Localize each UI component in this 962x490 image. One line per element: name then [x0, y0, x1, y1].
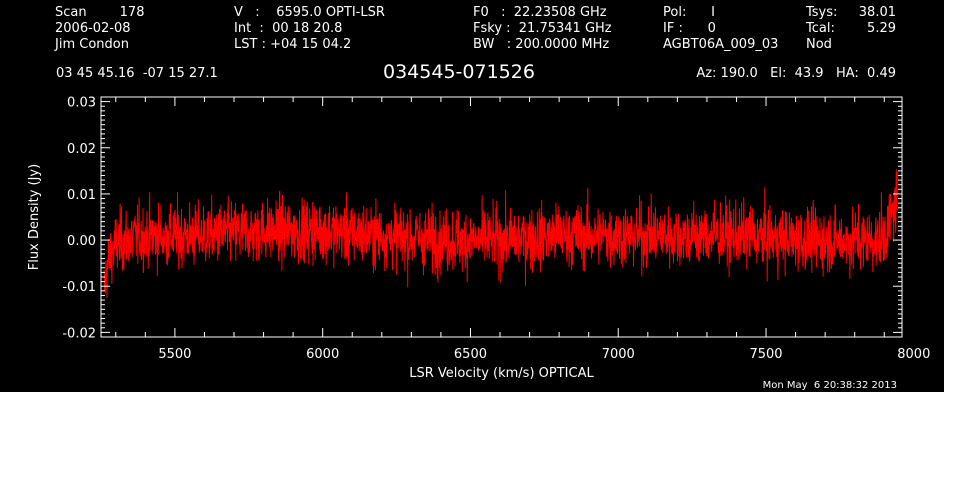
y-axis-label: Flux Density (Jy) [27, 164, 42, 270]
header-col3-line-2: BW : 200.0000 MHz [473, 37, 610, 52]
y-tick-label: 0.03 [67, 96, 96, 111]
header-col5a-line-2: Nod [806, 37, 832, 52]
header-col4-line-0: Pol: I [663, 5, 715, 20]
x-tick-label: 7500 [749, 347, 782, 362]
x-tick-label: 6500 [454, 347, 487, 362]
y-tick-label: 0.02 [67, 142, 96, 157]
header-col3-line-1: Fsky : 21.75341 GHz [473, 21, 612, 36]
header-col4-line-2: AGBT06A_009_03 [663, 37, 779, 52]
header-col1-line-0: Scan 178 [55, 5, 145, 20]
y-tick-label: -0.01 [62, 280, 96, 295]
header-col5b-line-1: 5.29 [867, 21, 896, 36]
x-axis-label: LSR Velocity (km/s) OPTICAL [409, 366, 594, 381]
source-coordinates: 03 45 45.16 -07 15 27.1 [56, 66, 218, 81]
pointing-info: Az: 190.0 El: 43.9 HA: 0.49 [696, 66, 896, 81]
source-name: 034545-071526 [383, 61, 535, 83]
header-col5a-line-1: Tcal: [806, 21, 835, 36]
y-tick-label: 0.01 [67, 188, 96, 203]
x-tick-label: 6000 [306, 347, 339, 362]
header-col2-line-2: LST : +04 15 04.2 [234, 37, 352, 52]
header-col1-line-1: 2006-02-08 [55, 21, 131, 36]
x-tick-label: 5500 [158, 347, 191, 362]
header-col2-line-1: Int : 00 18 20.8 [234, 21, 343, 36]
header-col2-line-0: V : 6595.0 OPTI-LSR [234, 5, 385, 20]
header-col4-line-1: IF : 0 [663, 21, 716, 36]
x-tick-label: 7000 [602, 347, 635, 362]
plot-timestamp: Mon May 6 20:38:32 2013 [762, 380, 897, 391]
header-col5a-line-0: Tsys: [806, 5, 838, 20]
y-tick-label: -0.02 [62, 326, 96, 341]
y-tick-label: 0.00 [67, 234, 96, 249]
spectrum-chart: 5500 6000 6500 7000 7500 8000 -0.02 -0.01 0.00 0.… [27, 96, 930, 381]
x-tick-label: 8000 [897, 347, 930, 362]
spectrum-panel: Scan 178 2006-02-08 Jim Condon V : 6595.0 O… [0, 0, 944, 392]
header-col1-line-2: Jim Condon [55, 37, 129, 52]
header-col5b-line-0: 38.01 [858, 5, 896, 20]
spectrum-trace [103, 169, 899, 299]
header-col3-line-0: F0 : 22.23508 GHz [473, 5, 607, 20]
